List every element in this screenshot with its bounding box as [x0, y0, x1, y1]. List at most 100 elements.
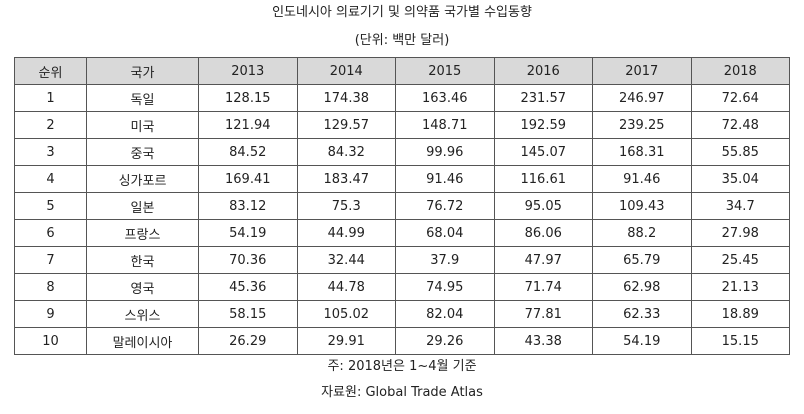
value-2016-cell: 95.05: [493, 192, 593, 220]
value-2014-cell: 174.38: [296, 84, 396, 112]
rank-cell: 4: [14, 165, 87, 193]
country-cell: 싱가포르: [86, 165, 199, 193]
value-2017-cell: 109.43: [592, 192, 692, 220]
value-2014-cell: 29.91: [296, 327, 396, 355]
value-2013-cell: 83.12: [198, 192, 298, 220]
value-2015-cell: 76.72: [395, 192, 495, 220]
value-2013-cell: 84.52: [198, 138, 298, 166]
header-year-2016: 2016: [493, 57, 593, 85]
value-2016-cell: 86.06: [493, 219, 593, 247]
value-2014-cell: 183.47: [296, 165, 396, 193]
rank-cell: 6: [14, 219, 87, 247]
table-row: 6 프랑스 54.19 44.99 68.04 86.06 88.2 27.98: [14, 219, 790, 247]
value-2014-cell: 32.44: [296, 246, 396, 274]
header-year-2014: 2014: [296, 57, 396, 85]
value-2018-cell: 72.48: [690, 111, 790, 139]
value-2013-cell: 58.15: [198, 300, 298, 328]
value-2018-cell: 21.13: [690, 273, 790, 301]
value-2018-cell: 35.04: [690, 165, 790, 193]
country-cell: 미국: [86, 111, 199, 139]
value-2018-cell: 25.45: [690, 246, 790, 274]
value-2016-cell: 43.38: [493, 327, 593, 355]
value-2014-cell: 84.32: [296, 138, 396, 166]
country-cell: 한국: [86, 246, 199, 274]
header-country: 국가: [86, 57, 199, 85]
rank-cell: 3: [14, 138, 87, 166]
value-2018-cell: 34.7: [690, 192, 790, 220]
header-year-2018: 2018: [690, 57, 790, 85]
value-2013-cell: 54.19: [198, 219, 298, 247]
table-row: 9 스위스 58.15 105.02 82.04 77.81 62.33 18.89: [14, 300, 790, 328]
value-2015-cell: 99.96: [395, 138, 495, 166]
table-row: 4 싱가포르 169.41 183.47 91.46 116.61 91.46 35.04: [14, 165, 790, 193]
rank-cell: 9: [14, 300, 87, 328]
country-cell: 프랑스: [86, 219, 199, 247]
value-2013-cell: 128.15: [198, 84, 298, 112]
value-2016-cell: 116.61: [493, 165, 593, 193]
value-2013-cell: 121.94: [198, 111, 298, 139]
value-2015-cell: 74.95: [395, 273, 495, 301]
rank-cell: 5: [14, 192, 87, 220]
value-2013-cell: 169.41: [198, 165, 298, 193]
value-2015-cell: 29.26: [395, 327, 495, 355]
value-2013-cell: 70.36: [198, 246, 298, 274]
value-2016-cell: 192.59: [493, 111, 593, 139]
header-year-2013: 2013: [198, 57, 298, 85]
table-row: 8 영국 45.36 44.78 74.95 71.74 62.98 21.13: [14, 273, 790, 301]
value-2015-cell: 82.04: [395, 300, 495, 328]
country-cell: 일본: [86, 192, 199, 220]
header-year-2015: 2015: [395, 57, 495, 85]
value-2017-cell: 65.79: [592, 246, 692, 274]
value-2014-cell: 44.99: [296, 219, 396, 247]
header-year-2017: 2017: [592, 57, 692, 85]
table-row: 10 말레이시아 26.29 29.91 29.26 43.38 54.19 15.15: [14, 327, 790, 355]
value-2017-cell: 54.19: [592, 327, 692, 355]
value-2015-cell: 163.46: [395, 84, 495, 112]
rank-cell: 2: [14, 111, 87, 139]
value-2014-cell: 75.3: [296, 192, 396, 220]
rank-cell: 1: [14, 84, 87, 112]
import-trend-table: 순위 국가 2013 2014 2015 2016 2017 2018 1 독일 1…: [14, 57, 790, 355]
value-2018-cell: 27.98: [690, 219, 790, 247]
value-2015-cell: 148.71: [395, 111, 495, 139]
value-2017-cell: 91.46: [592, 165, 692, 193]
table-row: 1 독일 128.15 174.38 163.46 231.57 246.97 72.64: [14, 84, 790, 112]
rank-cell: 7: [14, 246, 87, 274]
value-2014-cell: 44.78: [296, 273, 396, 301]
unit-label: (단위: 백만 달러): [354, 33, 450, 48]
header-row: 순위 국가 2013 2014 2015 2016 2017 2018: [14, 57, 790, 85]
value-2016-cell: 47.97: [493, 246, 593, 274]
value-2016-cell: 77.81: [493, 300, 593, 328]
country-cell: 영국: [86, 273, 199, 301]
value-2017-cell: 88.2: [592, 219, 692, 247]
value-2013-cell: 45.36: [198, 273, 298, 301]
rank-cell: 10: [14, 327, 87, 355]
value-2017-cell: 239.25: [592, 111, 692, 139]
table-title: 인도네시아 의료기기 및 의약품 국가별 수입동향: [272, 5, 532, 20]
country-cell: 중국: [86, 138, 199, 166]
footnote: 주: 2018년은 1~4월 기준: [327, 359, 477, 374]
value-2015-cell: 68.04: [395, 219, 495, 247]
value-2017-cell: 62.98: [592, 273, 692, 301]
source-label: 자료원: Global Trade Atlas: [321, 385, 483, 400]
value-2016-cell: 231.57: [493, 84, 593, 112]
value-2017-cell: 246.97: [592, 84, 692, 112]
table-row: 2 미국 121.94 129.57 148.71 192.59 239.25 72.48: [14, 111, 790, 139]
value-2018-cell: 55.85: [690, 138, 790, 166]
value-2017-cell: 62.33: [592, 300, 692, 328]
table-body: 1 독일 128.15 174.38 163.46 231.57 246.97 72.64 2 미…: [14, 84, 790, 355]
value-2018-cell: 18.89: [690, 300, 790, 328]
country-cell: 스위스: [86, 300, 199, 328]
value-2013-cell: 26.29: [198, 327, 298, 355]
value-2018-cell: 15.15: [690, 327, 790, 355]
rank-cell: 8: [14, 273, 87, 301]
value-2016-cell: 145.07: [493, 138, 593, 166]
value-2014-cell: 129.57: [296, 111, 396, 139]
value-2015-cell: 91.46: [395, 165, 495, 193]
table-row: 7 한국 70.36 32.44 37.9 47.97 65.79 25.45: [14, 246, 790, 274]
country-cell: 말레이시아: [86, 327, 199, 355]
value-2017-cell: 168.31: [592, 138, 692, 166]
value-2016-cell: 71.74: [493, 273, 593, 301]
country-cell: 독일: [86, 84, 199, 112]
table-row: 5 일본 83.12 75.3 76.72 95.05 109.43 34.7: [14, 192, 790, 220]
